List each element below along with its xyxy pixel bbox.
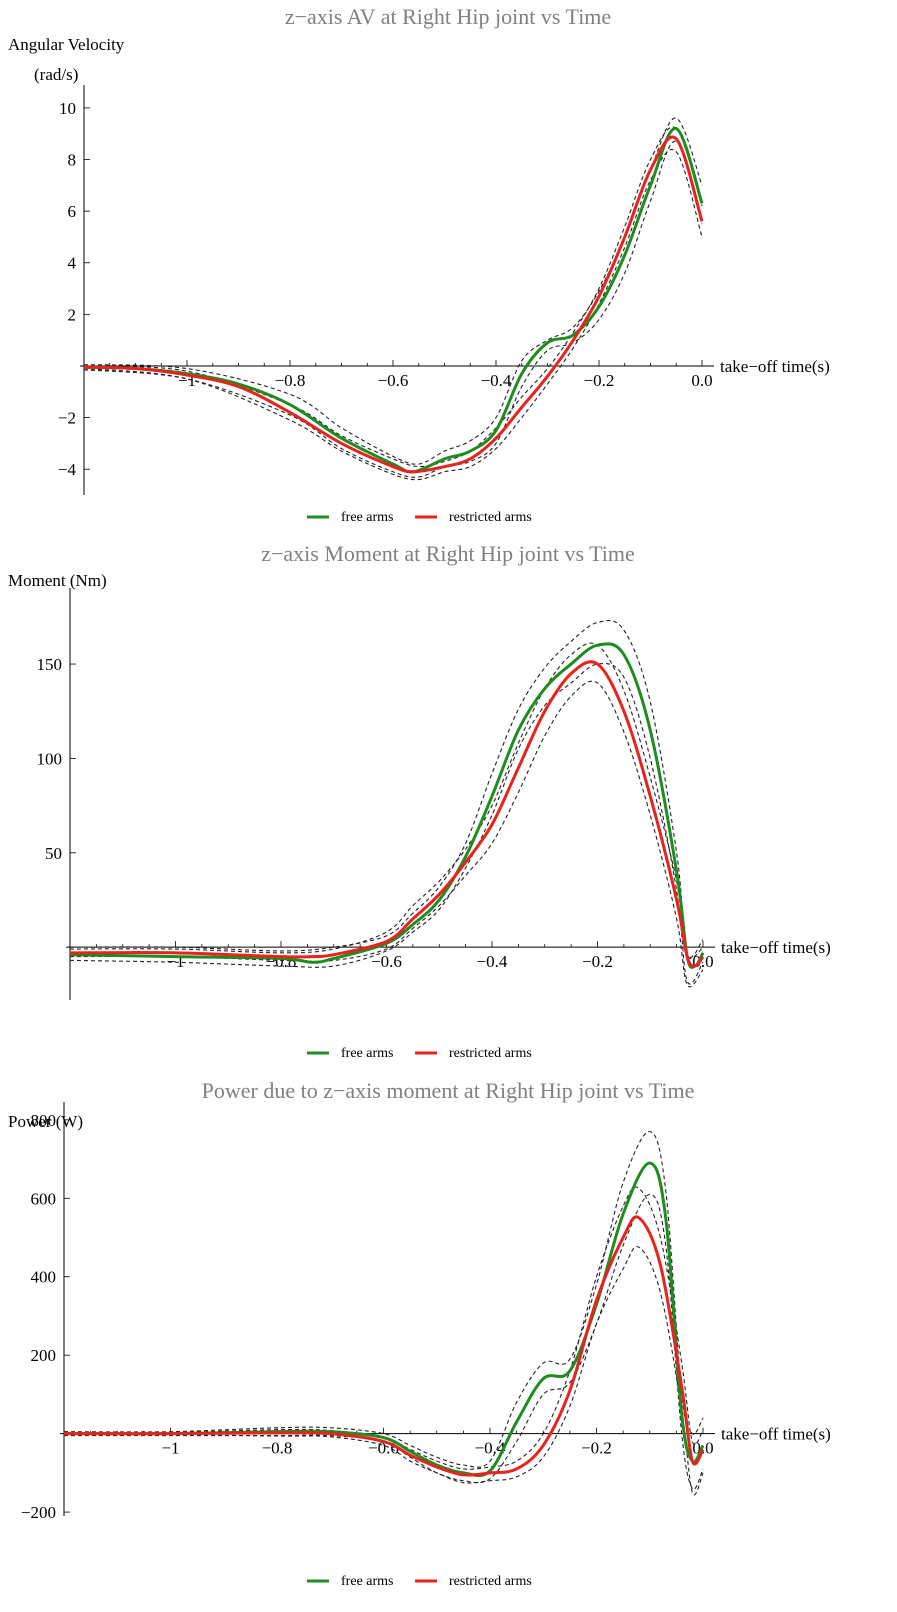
legend-label: free arms	[341, 1046, 393, 1061]
y-axis-label: Moment (Nm)	[8, 571, 107, 590]
x-tick-label: −0.8	[262, 1439, 293, 1458]
y-tick-label: 400	[31, 1268, 57, 1287]
x-tick-label: −0.6	[378, 371, 409, 390]
legend-label: restricted arms	[449, 510, 532, 525]
x-tick-label: −0.2	[581, 1439, 612, 1458]
chart-title: z−axis Moment at Right Hip joint vs Time	[261, 541, 635, 566]
y-tick-label: 2	[68, 305, 77, 324]
x-tick-label: −0.6	[371, 952, 402, 971]
series-line-restricted-arms	[63, 1215, 705, 1477]
chart-panel-2: z−axis Moment at Right Hip joint vs Time…	[8, 541, 831, 1061]
y-tick-label: 6	[68, 202, 77, 221]
chart-panel-3: Power due to z−axis moment at Right Hip …	[8, 1078, 831, 1589]
x-tick-label: −0.2	[584, 371, 615, 390]
series-line-free-arms	[83, 127, 704, 474]
x-axis-label: take−off time(s)	[720, 357, 830, 376]
chart-panel-1: z−axis AV at Right Hip joint vs Time Angu…	[8, 4, 830, 525]
x-tick-label: 0.0	[691, 371, 712, 390]
chart-title: z−axis AV at Right Hip joint vs Time	[285, 4, 611, 29]
sd-band-line	[63, 1193, 704, 1491]
series-line-free-arms	[63, 1161, 705, 1478]
y-tick-label: 200	[31, 1346, 57, 1365]
sd-band-line	[69, 620, 704, 958]
x-tick-label: −0.4	[481, 371, 512, 390]
series-line-free-arms	[69, 642, 705, 969]
sd-band-line	[63, 1246, 704, 1496]
y-tick-label: 600	[31, 1189, 57, 1208]
sd-band-line	[63, 1186, 704, 1470]
y-tick-label: −4	[58, 460, 77, 479]
y-tick-label: 800	[31, 1111, 57, 1130]
sd-band-line	[83, 126, 703, 468]
sd-band-line	[69, 662, 704, 985]
y-tick-label: −2	[58, 409, 76, 428]
x-tick-label: −0.4	[477, 952, 508, 971]
y-tick-label: 4	[68, 254, 77, 273]
y-tick-label: 100	[37, 749, 63, 768]
chart-title: Power due to z−axis moment at Right Hip …	[202, 1078, 695, 1103]
y-axis-label: Angular Velocity	[8, 35, 125, 54]
x-axis-label: take−off time(s)	[721, 938, 831, 957]
y-tick-label: −200	[21, 1503, 56, 1522]
sd-band-line	[63, 1131, 704, 1468]
x-tick-label: −0.4	[475, 1439, 506, 1458]
x-tick-label: −1	[161, 1439, 179, 1458]
y-tick-label: 10	[59, 99, 76, 118]
x-axis-label: take−off time(s)	[721, 1425, 831, 1444]
sd-band-line	[83, 140, 703, 478]
legend-label: free arms	[341, 1574, 393, 1589]
y-tick-label: 8	[68, 151, 77, 170]
x-tick-label: 0.0	[692, 952, 713, 971]
y-tick-label: 150	[37, 655, 63, 674]
y-axis-unit-label: (rad/s)	[34, 65, 78, 84]
legend-label: restricted arms	[449, 1574, 532, 1589]
legend-label: free arms	[341, 510, 393, 525]
legend-label: restricted arms	[449, 1046, 532, 1061]
sd-band-line	[69, 642, 704, 959]
series-line-restricted-arms	[83, 135, 704, 474]
x-tick-label: −0.8	[275, 371, 306, 390]
sd-band-line	[83, 149, 703, 481]
series-line-restricted-arms	[69, 660, 705, 968]
y-tick-label: 50	[45, 844, 62, 863]
sd-band-line	[69, 680, 704, 988]
x-tick-label: −0.2	[582, 952, 613, 971]
